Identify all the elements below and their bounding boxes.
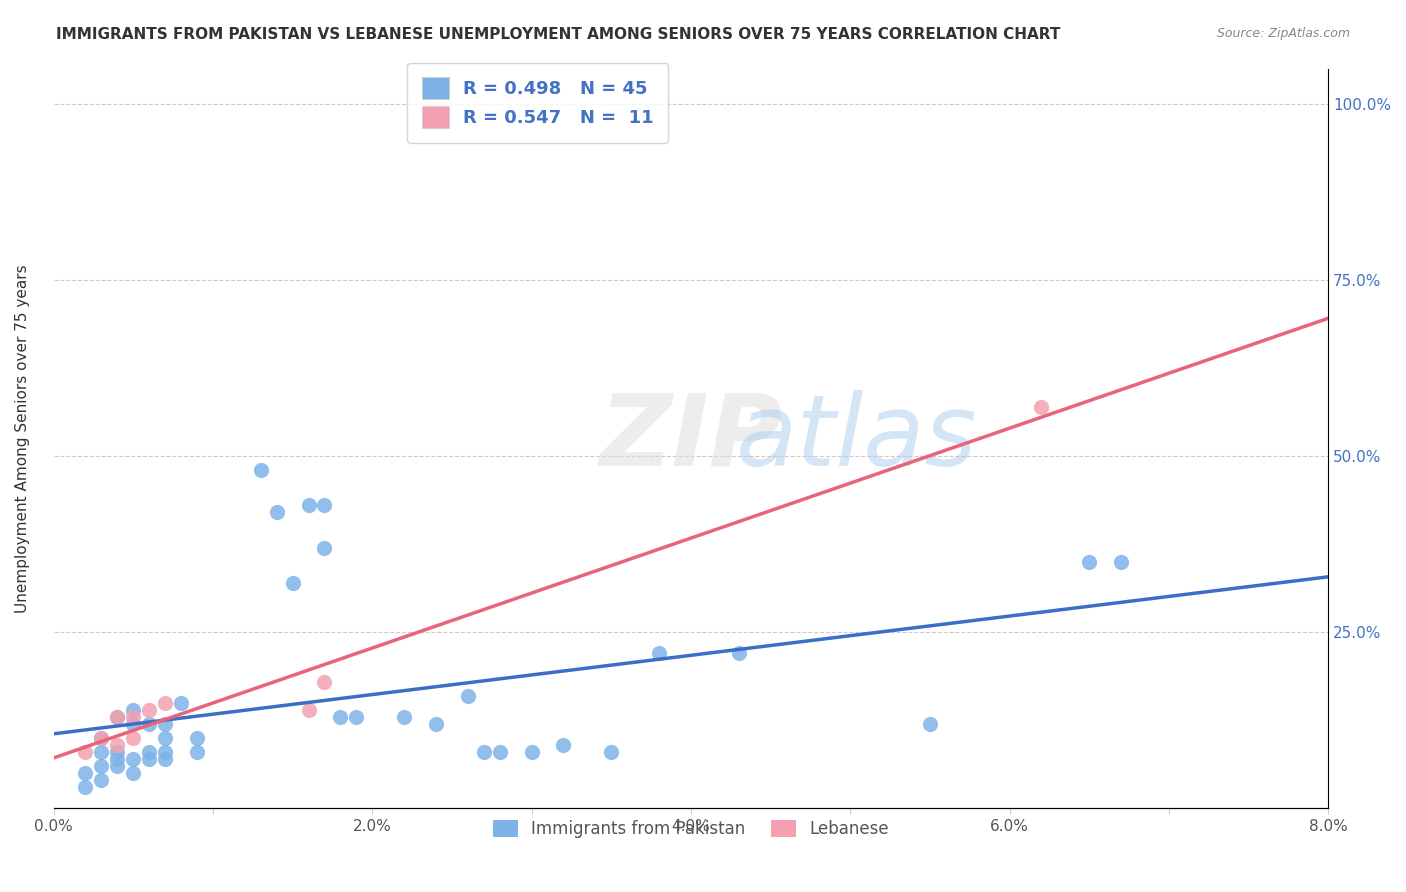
Point [138, 703, 160, 717]
Point [75, 745, 97, 759]
Point [90, 773, 112, 788]
Point [297, 703, 319, 717]
Point [266, 506, 288, 520]
Point [105, 745, 128, 759]
Point [314, 674, 336, 689]
Text: Source: ZipAtlas.com: Source: ZipAtlas.com [1216, 27, 1350, 40]
Text: ZIP: ZIP [599, 390, 782, 487]
Point [90, 731, 112, 745]
Text: IMMIGRANTS FROM PAKISTAN VS LEBANESE UNEMPLOYMENT AMONG SENIORS OVER 75 YEARS CO: IMMIGRANTS FROM PAKISTAN VS LEBANESE UNE… [56, 27, 1060, 42]
Point [105, 710, 128, 724]
Point [344, 710, 367, 724]
Point [105, 738, 128, 752]
Point [186, 745, 208, 759]
Point [153, 752, 176, 766]
Point [314, 541, 336, 555]
Point [520, 745, 543, 759]
Point [249, 463, 271, 477]
Point [1109, 555, 1132, 569]
Point [105, 710, 128, 724]
Point [488, 745, 510, 759]
Point [297, 499, 319, 513]
Point [1078, 555, 1101, 569]
Point [153, 731, 176, 745]
Point [153, 696, 176, 710]
Point [600, 745, 623, 759]
Point [90, 731, 112, 745]
Point [392, 710, 415, 724]
Point [105, 759, 128, 773]
Point [122, 731, 145, 745]
Point [122, 752, 145, 766]
Point [918, 717, 941, 731]
Point [329, 710, 352, 724]
Point [553, 738, 575, 752]
Point [122, 703, 145, 717]
Y-axis label: Unemployment Among Seniors over 75 years: Unemployment Among Seniors over 75 years [15, 264, 30, 613]
Point [90, 745, 112, 759]
Point [170, 696, 193, 710]
Point [281, 576, 304, 591]
Point [457, 689, 479, 703]
Point [90, 759, 112, 773]
Point [138, 745, 160, 759]
Point [122, 717, 145, 731]
Point [138, 717, 160, 731]
Point [138, 752, 160, 766]
Point [153, 717, 176, 731]
Text: atlas: atlas [735, 390, 977, 487]
Point [122, 710, 145, 724]
Point [472, 745, 495, 759]
Point [425, 717, 447, 731]
Legend: Immigrants from Pakistan, Lebanese: Immigrants from Pakistan, Lebanese [486, 813, 896, 845]
Point [75, 780, 97, 795]
Point [727, 647, 749, 661]
Point [314, 499, 336, 513]
Point [75, 766, 97, 780]
Point [122, 766, 145, 780]
Point [105, 752, 128, 766]
Point [1031, 400, 1053, 414]
Point [186, 731, 208, 745]
Point [153, 745, 176, 759]
Point [648, 647, 671, 661]
